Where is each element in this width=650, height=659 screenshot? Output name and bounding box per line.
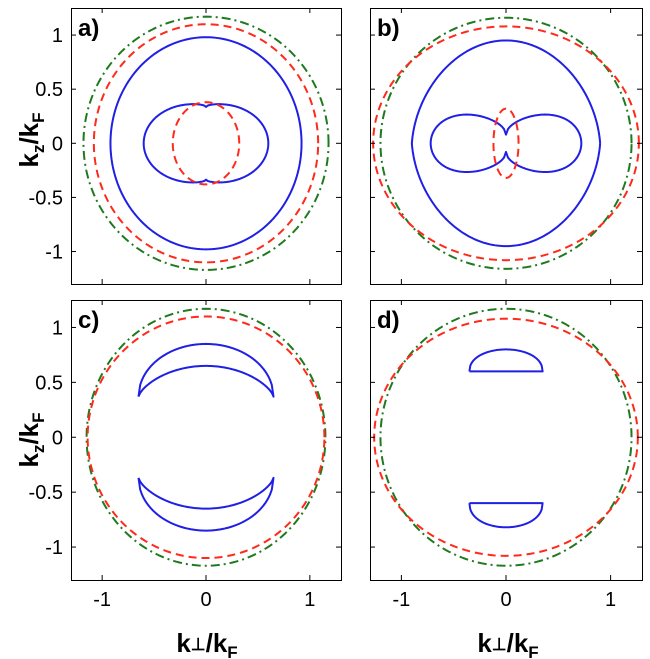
- series-blue-solid-2: [109, 36, 303, 251]
- series-blue-solid-2: [410, 39, 602, 248]
- series-red-dashed-1: [373, 317, 639, 557]
- series-green-dashdot-0: [85, 307, 327, 567]
- series-blue-solid-2: [137, 342, 275, 398]
- x-axis-label-left: k⊥/kF: [176, 628, 237, 659]
- axes-frame: [370, 300, 643, 581]
- series-blue-solid-3: [142, 103, 270, 184]
- series-red-dashed-4: [492, 107, 520, 179]
- x-tick-label: -1: [392, 589, 410, 611]
- x-tick-label: 0: [500, 589, 511, 611]
- y-tick-label: 1: [52, 25, 63, 47]
- panel-a: 1 0.5 0 -0.5 -1 a): [29, 8, 342, 285]
- panel-d: -1 0 1 d): [370, 300, 643, 611]
- panel-b: b): [370, 8, 643, 285]
- series-red-dashed-1: [92, 23, 320, 264]
- x-tick-label: 0: [200, 589, 211, 611]
- panel-c: 1 0.5 0 -0.5 -1 -1 0 1 c): [29, 300, 342, 611]
- series-green-dashdot-0: [82, 15, 330, 271]
- panel-label: b): [377, 15, 400, 42]
- series-red-dashed-1: [86, 315, 326, 560]
- axes-frame: [71, 300, 342, 581]
- x-tick-label: -1: [93, 589, 111, 611]
- y-tick-label: 0: [52, 133, 63, 155]
- series-blue-solid-3: [468, 502, 544, 529]
- y-axis-label-bottom: kz/kF: [14, 412, 48, 467]
- curves: [85, 307, 327, 567]
- series-blue-solid-2: [468, 348, 544, 373]
- series-red-dashed-1: [372, 25, 640, 262]
- x-tick-label: 1: [605, 589, 616, 611]
- series-blue-solid-3: [429, 113, 583, 174]
- x-tick-label: 1: [304, 589, 315, 611]
- series-green-dashdot-0: [379, 16, 633, 270]
- y-tick-label: -1: [45, 537, 63, 559]
- series-blue-solid-3: [137, 476, 275, 532]
- panel-label: d): [377, 307, 400, 334]
- y-tick-label: -0.5: [29, 482, 63, 504]
- panel-label: c): [78, 307, 99, 334]
- series-red-dashed-4: [171, 101, 241, 186]
- y-tick-label: 1: [52, 317, 63, 339]
- y-tick-label: 0.5: [35, 79, 63, 101]
- y-tick-label: 0: [52, 427, 63, 449]
- y-tick-label: 0.5: [35, 372, 63, 394]
- series-green-dashdot-0: [379, 307, 633, 567]
- curves: [372, 16, 640, 270]
- curves: [82, 15, 330, 271]
- y-tick-label: -1: [45, 242, 63, 264]
- y-axis-label-top: kz/kF: [14, 112, 48, 167]
- panel-label: a): [78, 15, 99, 42]
- curves: [373, 307, 639, 567]
- x-axis-label-right: k⊥/kF: [477, 628, 538, 659]
- y-tick-label: -0.5: [29, 187, 63, 209]
